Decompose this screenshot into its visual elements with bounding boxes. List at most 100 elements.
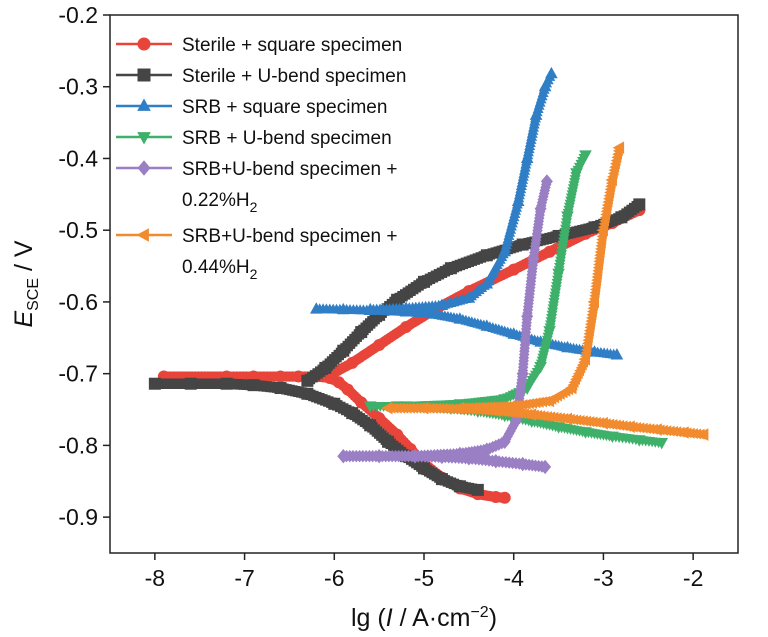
data-point [655, 438, 668, 450]
data-point [453, 401, 465, 415]
legend-swatch-marker [136, 228, 149, 242]
data-point [341, 383, 354, 396]
data-point [520, 151, 534, 163]
data-point [498, 244, 511, 257]
data-point [382, 435, 395, 448]
data-point [480, 277, 494, 289]
data-point [498, 434, 511, 449]
data-point [545, 66, 558, 79]
series-5 [337, 174, 553, 475]
legend-swatch-marker [137, 132, 151, 145]
y-tick-label: -0.8 [58, 432, 98, 458]
data-point [480, 442, 493, 457]
data-point [444, 262, 457, 275]
data-point [489, 491, 502, 504]
data-point [579, 427, 592, 439]
data-point [507, 327, 520, 339]
data-point [552, 422, 565, 434]
data-point [373, 338, 386, 351]
data-point [542, 394, 555, 408]
legend-item-5: SRB+U-bend specimen + 0.22%H2 [116, 159, 397, 215]
data-point [506, 399, 519, 413]
data-point [435, 298, 449, 310]
data-point [184, 377, 197, 390]
x-tick-label: -8 [145, 565, 165, 591]
data-point [543, 245, 556, 258]
legend-label-subscript: 2 [250, 266, 258, 282]
data-point [337, 344, 350, 357]
data-point [606, 431, 619, 443]
data-point [588, 345, 601, 357]
data-point [578, 353, 590, 366]
y-axis-title-suffix: / V [10, 240, 38, 278]
data-point [247, 379, 260, 392]
x-tick-label: -3 [593, 565, 613, 591]
legend-label: Sterile + square specimen [182, 35, 402, 56]
data-point [363, 401, 377, 413]
axis-ticks: -8 -7 -6 -5 -4 -3 -2 -0.2 -0.3 -0.4 -0.5 -0.6 -0.7 -0… [58, 2, 703, 591]
data-point [381, 401, 393, 415]
y-tick-label: -0.5 [58, 217, 98, 243]
data-point [418, 275, 430, 288]
data-point [615, 211, 628, 224]
legend-item-2: Sterile + U-bend specimen [116, 66, 406, 87]
legend-swatch-marker [137, 37, 151, 51]
data-point [561, 211, 574, 223]
data-point [480, 249, 493, 262]
data-point [587, 295, 599, 309]
data-point [534, 201, 547, 216]
data-point [565, 381, 577, 395]
data-point [498, 394, 511, 406]
x-axis-title-var: I [386, 604, 393, 632]
data-point [480, 319, 494, 331]
data-marks [148, 66, 709, 504]
data-point [612, 141, 625, 154]
data-point [363, 302, 377, 315]
series-6 [381, 141, 709, 441]
x-axis-title: lg (I / A·cm−2) [351, 604, 497, 632]
legend-label: SRB+U-bend specimen + [182, 159, 397, 180]
x-tick-label: -5 [414, 565, 434, 591]
y-tick-label: -0.2 [58, 2, 98, 28]
data-point [462, 291, 476, 303]
y-tick-label: -0.6 [58, 289, 98, 315]
data-point [534, 362, 547, 374]
data-point [220, 377, 233, 390]
x-tick-label: -2 [683, 565, 703, 591]
data-point [274, 382, 287, 395]
data-point [579, 150, 592, 162]
legend-label-subscript: 2 [250, 199, 258, 215]
y-tick-label: -0.3 [58, 74, 98, 100]
data-point [539, 459, 552, 475]
legend-label: SRB + U-bend specimen [182, 128, 392, 149]
legend: Sterile + square specimen Sterile + U-ben… [116, 35, 406, 282]
x-axis-title-suffix: ) [489, 604, 497, 632]
data-point [453, 312, 467, 324]
data-point [623, 420, 635, 433]
data-point [400, 321, 413, 334]
data-point [697, 428, 709, 441]
data-point [561, 340, 574, 353]
data-point [489, 454, 502, 469]
data-point [409, 449, 421, 464]
x-axis-title-sup: −2 [470, 604, 488, 621]
data-point [516, 366, 529, 381]
data-point [524, 408, 537, 421]
data-point [552, 268, 565, 281]
x-axis-title-prefix: lg ( [351, 604, 386, 632]
x-tick-label: -7 [234, 565, 254, 591]
data-point [417, 401, 429, 415]
legend-swatch-marker [137, 68, 151, 82]
data-point [337, 302, 350, 315]
data-point [373, 449, 386, 464]
data-point [453, 446, 466, 462]
data-point [516, 238, 529, 251]
legend-label: SRB+U-bend specimen + [182, 226, 397, 247]
x-tick-label: -6 [324, 565, 344, 591]
y-tick-label: -0.9 [58, 504, 98, 530]
legend-label-line2: 0.22%H2 [182, 190, 258, 215]
legend-item-6: SRB+U-bend specimen + 0.44%H2 [116, 226, 397, 282]
data-point [538, 79, 552, 92]
